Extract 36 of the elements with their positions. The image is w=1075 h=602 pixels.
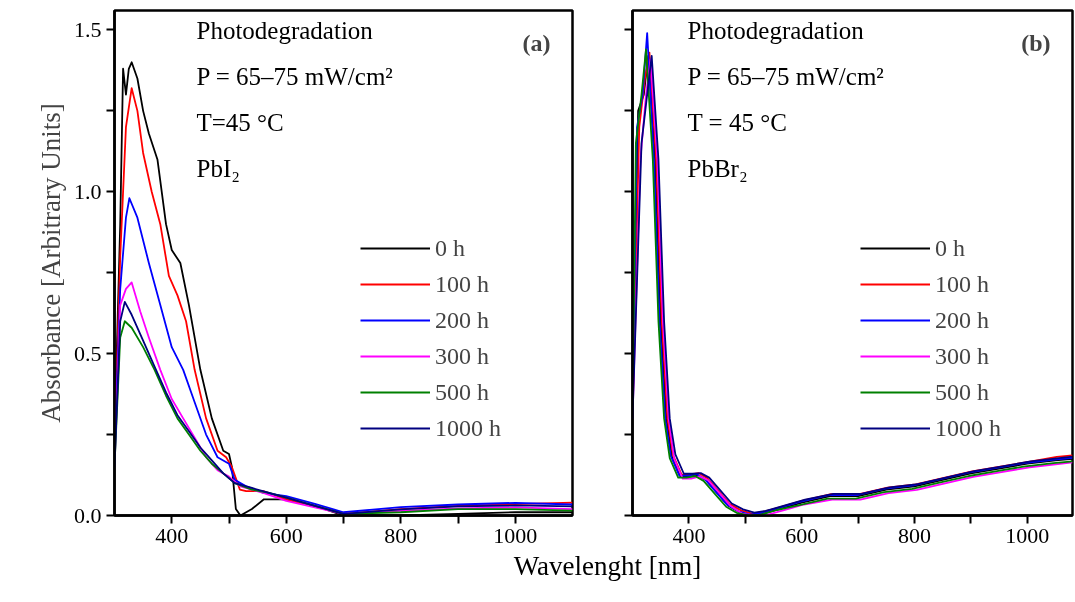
legend-label: 100 h <box>935 269 989 299</box>
legend-label: 1000 h <box>435 413 501 443</box>
y-tick-label: 0.5 <box>74 340 102 366</box>
legend-label: 300 h <box>435 341 489 371</box>
legend-label: 0 h <box>435 233 465 263</box>
y-axis-title: Absorbance [Arbitrary Units] <box>36 103 66 423</box>
annotation: Photodegradation <box>687 16 865 44</box>
legend-label: 0 h <box>935 233 965 263</box>
x-axis-title: Wavelenght [nm] <box>513 550 702 583</box>
x-tick-label: 1000 <box>493 522 538 548</box>
x-tick-label: 800 <box>384 522 418 548</box>
legend-label: 500 h <box>935 377 989 407</box>
x-tick-label: 600 <box>269 522 303 548</box>
annotation: Photodegradation <box>196 16 374 44</box>
x-tick-label: 1000 <box>1005 522 1050 548</box>
x-tick-label: 400 <box>155 522 189 548</box>
text: (b) <box>1021 29 1051 56</box>
legend-label: 200 h <box>435 305 489 335</box>
y-tick-label: 1.5 <box>74 16 102 42</box>
x-tick-label: 400 <box>672 522 706 548</box>
text: (a) <box>522 29 551 56</box>
annotation: P = 65–75 mW/cm² <box>196 62 393 90</box>
x-tick-label: 600 <box>785 522 819 548</box>
legend-label: 300 h <box>935 341 989 371</box>
y-tick-label: 1.0 <box>74 178 102 204</box>
x-tick-label: 800 <box>898 522 932 548</box>
legend-label: 200 h <box>935 305 989 335</box>
annotation: PbI₂ <box>196 154 240 182</box>
legend-label: 500 h <box>435 377 489 407</box>
annotation: T=45 °C <box>196 108 284 136</box>
annotation: P = 65–75 mW/cm² <box>687 62 884 90</box>
legend-label: 1000 h <box>935 413 1001 443</box>
annotation: T = 45 °C <box>687 108 787 136</box>
legend-label: 100 h <box>435 269 489 299</box>
annotation: PbBr₂ <box>687 154 748 182</box>
y-tick-label: 0.0 <box>74 502 102 528</box>
